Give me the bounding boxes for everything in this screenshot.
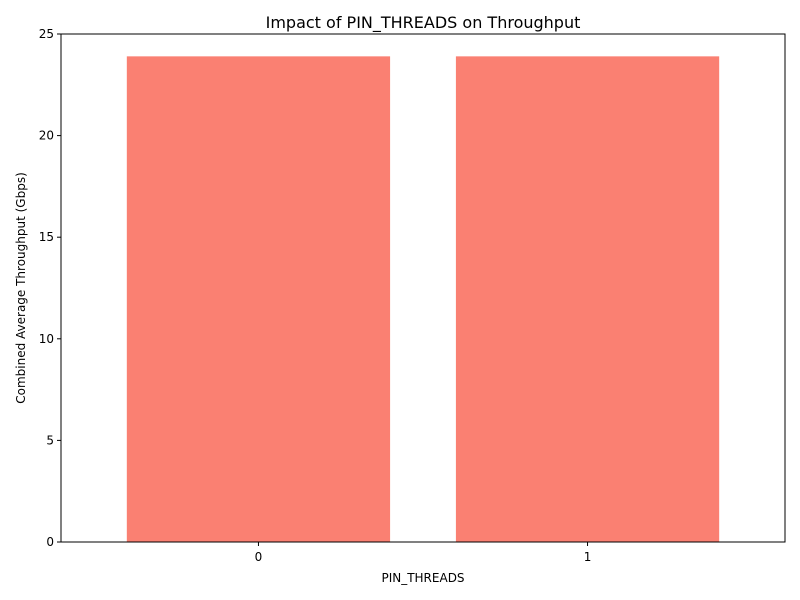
y-axis-label: Combined Average Throughput (Gbps) — [14, 172, 28, 404]
y-tick-label: 15 — [39, 230, 54, 244]
y-tick-label: 20 — [39, 129, 54, 143]
y-tick-label: 10 — [39, 332, 54, 346]
y-ticks-group: 0 5 10 15 20 25 — [39, 27, 61, 549]
x-axis-label: PIN_THREADS — [381, 571, 464, 585]
x-tick-label: 1 — [584, 550, 592, 564]
bar-0 — [126, 56, 391, 543]
bar-1 — [455, 56, 720, 543]
y-tick-label: 0 — [46, 535, 54, 549]
y-tick-label: 5 — [46, 433, 54, 447]
x-tick-label: 0 — [255, 550, 263, 564]
plot-frame — [60, 33, 786, 543]
chart-title: Impact of PIN_THREADS on Throughput — [266, 13, 581, 33]
y-tick-label: 25 — [39, 27, 54, 41]
bars-group — [126, 56, 720, 543]
